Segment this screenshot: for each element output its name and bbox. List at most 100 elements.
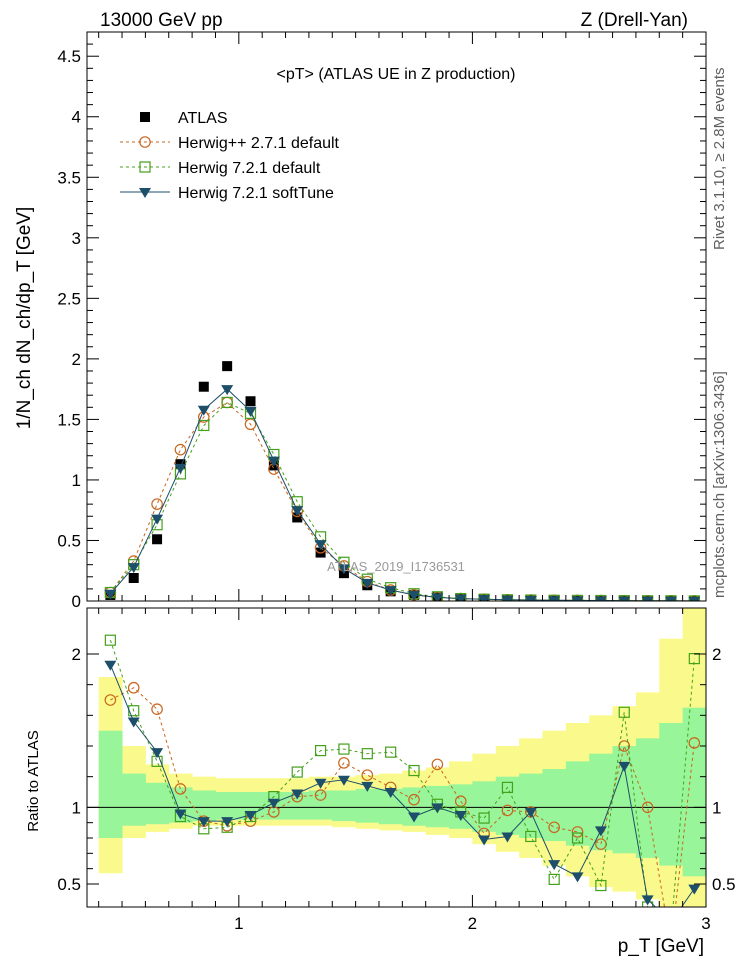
- ratio-point-herwig_softtune: [641, 895, 654, 906]
- main-point-herwig_softtune: [314, 540, 327, 551]
- ratio-band-green: [659, 723, 684, 866]
- ratio-point-herwig_softtune: [548, 860, 561, 871]
- ratio-x-tick-label: 2: [468, 914, 477, 933]
- ratio-y-tick-label: 1: [72, 798, 81, 817]
- main-point-herwig_softtune: [127, 563, 140, 574]
- main-point-herwig_softtune: [618, 596, 631, 601]
- ratio-band-green: [308, 790, 333, 820]
- ratio-band-green: [332, 790, 357, 822]
- ratio-point-herwig_softtune: [267, 798, 280, 809]
- main-y-tick-label: 2: [72, 350, 81, 369]
- main-frame: [86, 31, 707, 602]
- main-point-herwig_softtune: [688, 596, 701, 601]
- main-point-herwigpp: [244, 418, 257, 431]
- header-right-label: Z (Drell-Yan): [581, 10, 688, 31]
- main-panel: <pT> (ATLAS UE in Z production) ATLAS_20…: [14, 31, 707, 611]
- main-point-herwigpp: [174, 443, 187, 456]
- ratio-band-green: [98, 730, 123, 838]
- ratio-point-herwig_softtune: [314, 778, 327, 789]
- ratio-point-herwigpp: [618, 740, 631, 752]
- ratio-point-herwig_softtune: [337, 775, 350, 786]
- ratio-band-green: [355, 788, 380, 823]
- ratio-point-herwig_softtune: [688, 884, 701, 895]
- ratio-point-herwig_default: [291, 766, 303, 778]
- ratio-y-tick-label: 2: [72, 645, 81, 664]
- legend-marker-herwig_default: [139, 161, 151, 173]
- ratio-x-axis-label: p_T [GeV]: [618, 936, 704, 957]
- ratio-x-tick-label: 1: [234, 914, 243, 933]
- ratio-point-herwigpp: [688, 737, 701, 749]
- ratio-point-herwigpp: [571, 826, 584, 838]
- ratio-y-tick-label-right: 0.5: [712, 875, 736, 894]
- ratio-band-green: [378, 788, 403, 825]
- watermark: ATLAS_2019_I1736531: [327, 559, 465, 574]
- main-point-herwig_softtune: [501, 595, 514, 601]
- legend-label-atlas: ATLAS: [178, 110, 228, 127]
- side-text-top: Rivet 3.1.10, ≥ 2.8M events: [711, 68, 728, 251]
- ratio-point-herwig_default: [338, 743, 350, 755]
- main-point-atlas: [128, 572, 139, 583]
- ratio-band-green: [589, 753, 614, 851]
- main-line-herwig_default: [110, 401, 695, 601]
- ratio-y-tick-label-right: 2: [712, 645, 721, 664]
- legend-label-herwig_default: Herwig 7.2.1 default: [178, 160, 321, 177]
- ratio-point-herwigpp: [501, 804, 514, 817]
- ratio-point-herwigpp: [641, 801, 654, 814]
- ratio-point-herwig_softtune: [174, 809, 187, 820]
- ratio-band-green: [472, 781, 497, 832]
- ratio-point-herwig_softtune: [454, 811, 467, 821]
- ratio-point-herwigpp: [361, 769, 374, 781]
- ratio-band-green: [285, 792, 310, 820]
- main-point-herwig_softtune: [571, 596, 584, 601]
- ratio-band-green: [215, 792, 240, 820]
- ratio-point-herwigpp: [408, 793, 420, 806]
- ratio-point-herwig_default: [501, 781, 514, 794]
- ratio-x-tick-label: 3: [701, 914, 710, 933]
- side-text-bottom: mcplots.cern.ch [arXiv:1306.3436]: [711, 371, 728, 598]
- ratio-band-green: [402, 787, 427, 826]
- main-point-herwig_softtune: [174, 463, 187, 474]
- main-y-axis-label: 1/N_ch dN_ch/dp_T [GeV]: [14, 207, 35, 430]
- ratio-point-herwigpp: [314, 789, 327, 801]
- ratio-point-herwigpp: [104, 694, 117, 706]
- ratio-point-herwig_softtune: [244, 811, 257, 821]
- ratio-band-green: [635, 738, 660, 858]
- ratio-line-herwigpp: [110, 687, 695, 907]
- ratio-y-axis-label: Ratio to ATLAS: [25, 730, 42, 831]
- ratio-frame: [86, 607, 707, 908]
- main-point-herwig_softtune: [641, 596, 654, 601]
- main-point-herwig_softtune: [151, 514, 164, 525]
- ratio-point-herwigpp: [174, 783, 187, 795]
- main-point-herwig_default: [198, 419, 210, 432]
- main-point-atlas: [292, 512, 303, 523]
- ratio-point-herwig_softtune: [221, 817, 234, 828]
- main-y-tick-label: 1.5: [57, 410, 81, 429]
- main-point-herwig_softtune: [594, 596, 607, 601]
- ratio-series: [87, 608, 706, 907]
- ratio-point-herwig_softtune: [197, 817, 210, 828]
- ratio-point-herwig_softtune: [408, 812, 421, 823]
- main-point-herwig_softtune: [384, 586, 397, 597]
- ratio-point-herwig_softtune: [291, 789, 304, 800]
- ratio-band-green: [682, 707, 706, 877]
- main-point-herwig_softtune: [408, 590, 421, 601]
- ratio-band-green: [565, 761, 590, 846]
- ratio-point-herwig_default: [104, 634, 116, 646]
- main-point-herwig_softtune: [431, 593, 444, 601]
- main-y-tick-label: 4.5: [57, 47, 81, 66]
- ratio-point-herwigpp: [338, 757, 350, 769]
- main-point-herwig_softtune: [361, 578, 374, 589]
- ratio-point-herwig_default: [618, 706, 630, 718]
- legend-marker-herwig_softtune: [139, 188, 151, 198]
- main-point-herwig_default: [221, 396, 233, 409]
- ratio-point-herwig_softtune: [104, 660, 117, 671]
- ratio-point-herwig_default: [548, 873, 560, 886]
- ratio-band-green: [168, 787, 193, 823]
- main-point-herwig_softtune: [548, 596, 561, 601]
- ratio-band-green: [145, 782, 170, 825]
- ratio-point-herwig_softtune: [618, 761, 631, 772]
- ratio-point-herwig_softtune: [571, 872, 584, 883]
- main-y-tick-label: 4: [72, 108, 81, 127]
- main-point-herwigpp: [151, 498, 163, 510]
